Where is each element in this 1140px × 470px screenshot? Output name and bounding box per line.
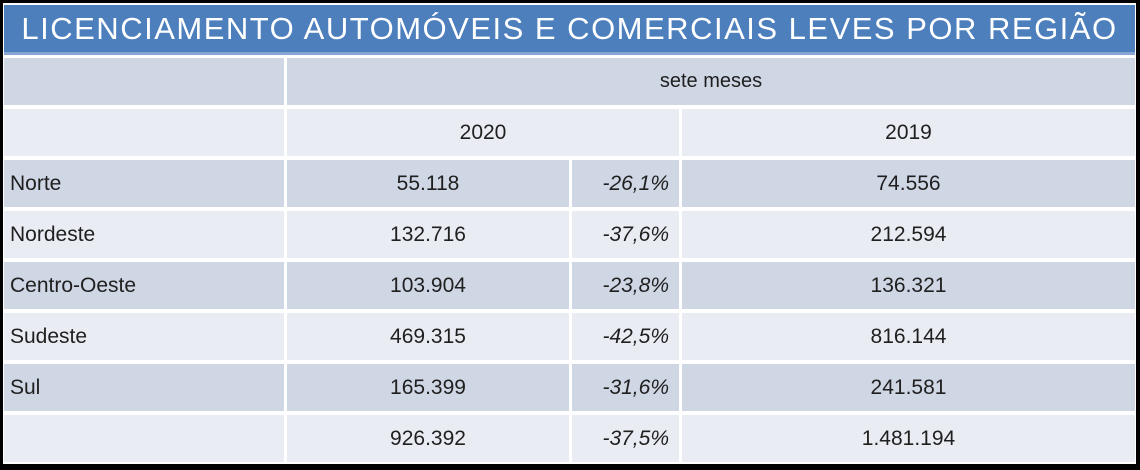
region-cell: Norte — [4, 160, 284, 207]
value-2019: 241.581 — [870, 375, 947, 399]
value-2020: 469.315 — [390, 324, 466, 348]
value-2019: 136.321 — [870, 273, 947, 297]
region-cell: Centro-Oeste — [4, 262, 284, 309]
period-label: sete meses — [659, 70, 763, 92]
region-label: Centro-Oeste — [10, 273, 137, 297]
pct-change-cell: -37,6% — [572, 211, 679, 258]
region-cell: Sudeste — [4, 313, 284, 360]
pct-change: -37,6% — [602, 222, 669, 246]
region-label: Sudeste — [10, 324, 88, 348]
region-label: Sul — [10, 375, 41, 399]
header-empty-cell — [4, 58, 284, 105]
total-empty-cell — [4, 415, 284, 462]
total-2020-value: 926.392 — [390, 426, 466, 450]
pct-change-cell: -31,6% — [572, 364, 679, 411]
region-label: Norte — [10, 171, 62, 195]
pct-change: -31,6% — [602, 375, 669, 399]
region-cell: Nordeste — [4, 211, 284, 258]
value-2020: 55.118 — [396, 171, 460, 195]
pct-change: -42,5% — [602, 324, 669, 348]
year-2020-label: 2020 — [459, 120, 507, 144]
pct-change: -26,1% — [602, 171, 669, 195]
value-2019-cell: 74.556 — [682, 160, 1135, 207]
pct-change-cell: -23,8% — [572, 262, 679, 309]
table-title-bar: LICENCIAMENTO AUTOMÓVEIS E COMERCIAIS LE… — [4, 5, 1135, 55]
region-label: Nordeste — [10, 222, 96, 246]
value-2020-cell: 469.315 — [287, 313, 569, 360]
pct-change-cell: -42,5% — [572, 313, 679, 360]
value-2020: 132.716 — [390, 222, 466, 246]
total-2019-value-cell: 1.481.194 — [682, 415, 1135, 462]
value-2020: 165.399 — [390, 375, 466, 399]
total-pct-change: -37,5% — [602, 426, 669, 450]
region-table: sete meses 2020 2019 Norte 55.118 -26,1%… — [4, 58, 1135, 462]
region-cell: Sul — [4, 364, 284, 411]
value-2020-cell: 55.118 — [287, 160, 569, 207]
table-title: LICENCIAMENTO AUTOMÓVEIS E COMERCIAIS LE… — [21, 10, 1118, 46]
value-2019-cell: 212.594 — [682, 211, 1135, 258]
total-2020-value-cell: 926.392 — [287, 415, 569, 462]
year-2019-label: 2019 — [885, 120, 932, 144]
year-header-empty-cell — [4, 109, 284, 156]
total-2019-value: 1.481.194 — [861, 426, 956, 450]
total-pct-change-cell: -37,5% — [572, 415, 679, 462]
period-header-cell: sete meses — [287, 58, 1135, 105]
value-2019: 816.144 — [870, 324, 947, 348]
year-2020-header-cell: 2020 — [287, 109, 679, 156]
value-2020-cell: 103.904 — [287, 262, 569, 309]
pct-change: -23,8% — [602, 273, 669, 297]
year-2019-header-cell: 2019 — [682, 109, 1135, 156]
value-2019: 212.594 — [870, 222, 947, 246]
pct-change-cell: -26,1% — [572, 160, 679, 207]
value-2020-cell: 132.716 — [287, 211, 569, 258]
value-2019-cell: 816.144 — [682, 313, 1135, 360]
value-2019-cell: 136.321 — [682, 262, 1135, 309]
value-2019: 74.556 — [876, 171, 941, 195]
value-2020: 103.904 — [390, 273, 466, 297]
value-2020-cell: 165.399 — [287, 364, 569, 411]
value-2019-cell: 241.581 — [682, 364, 1135, 411]
